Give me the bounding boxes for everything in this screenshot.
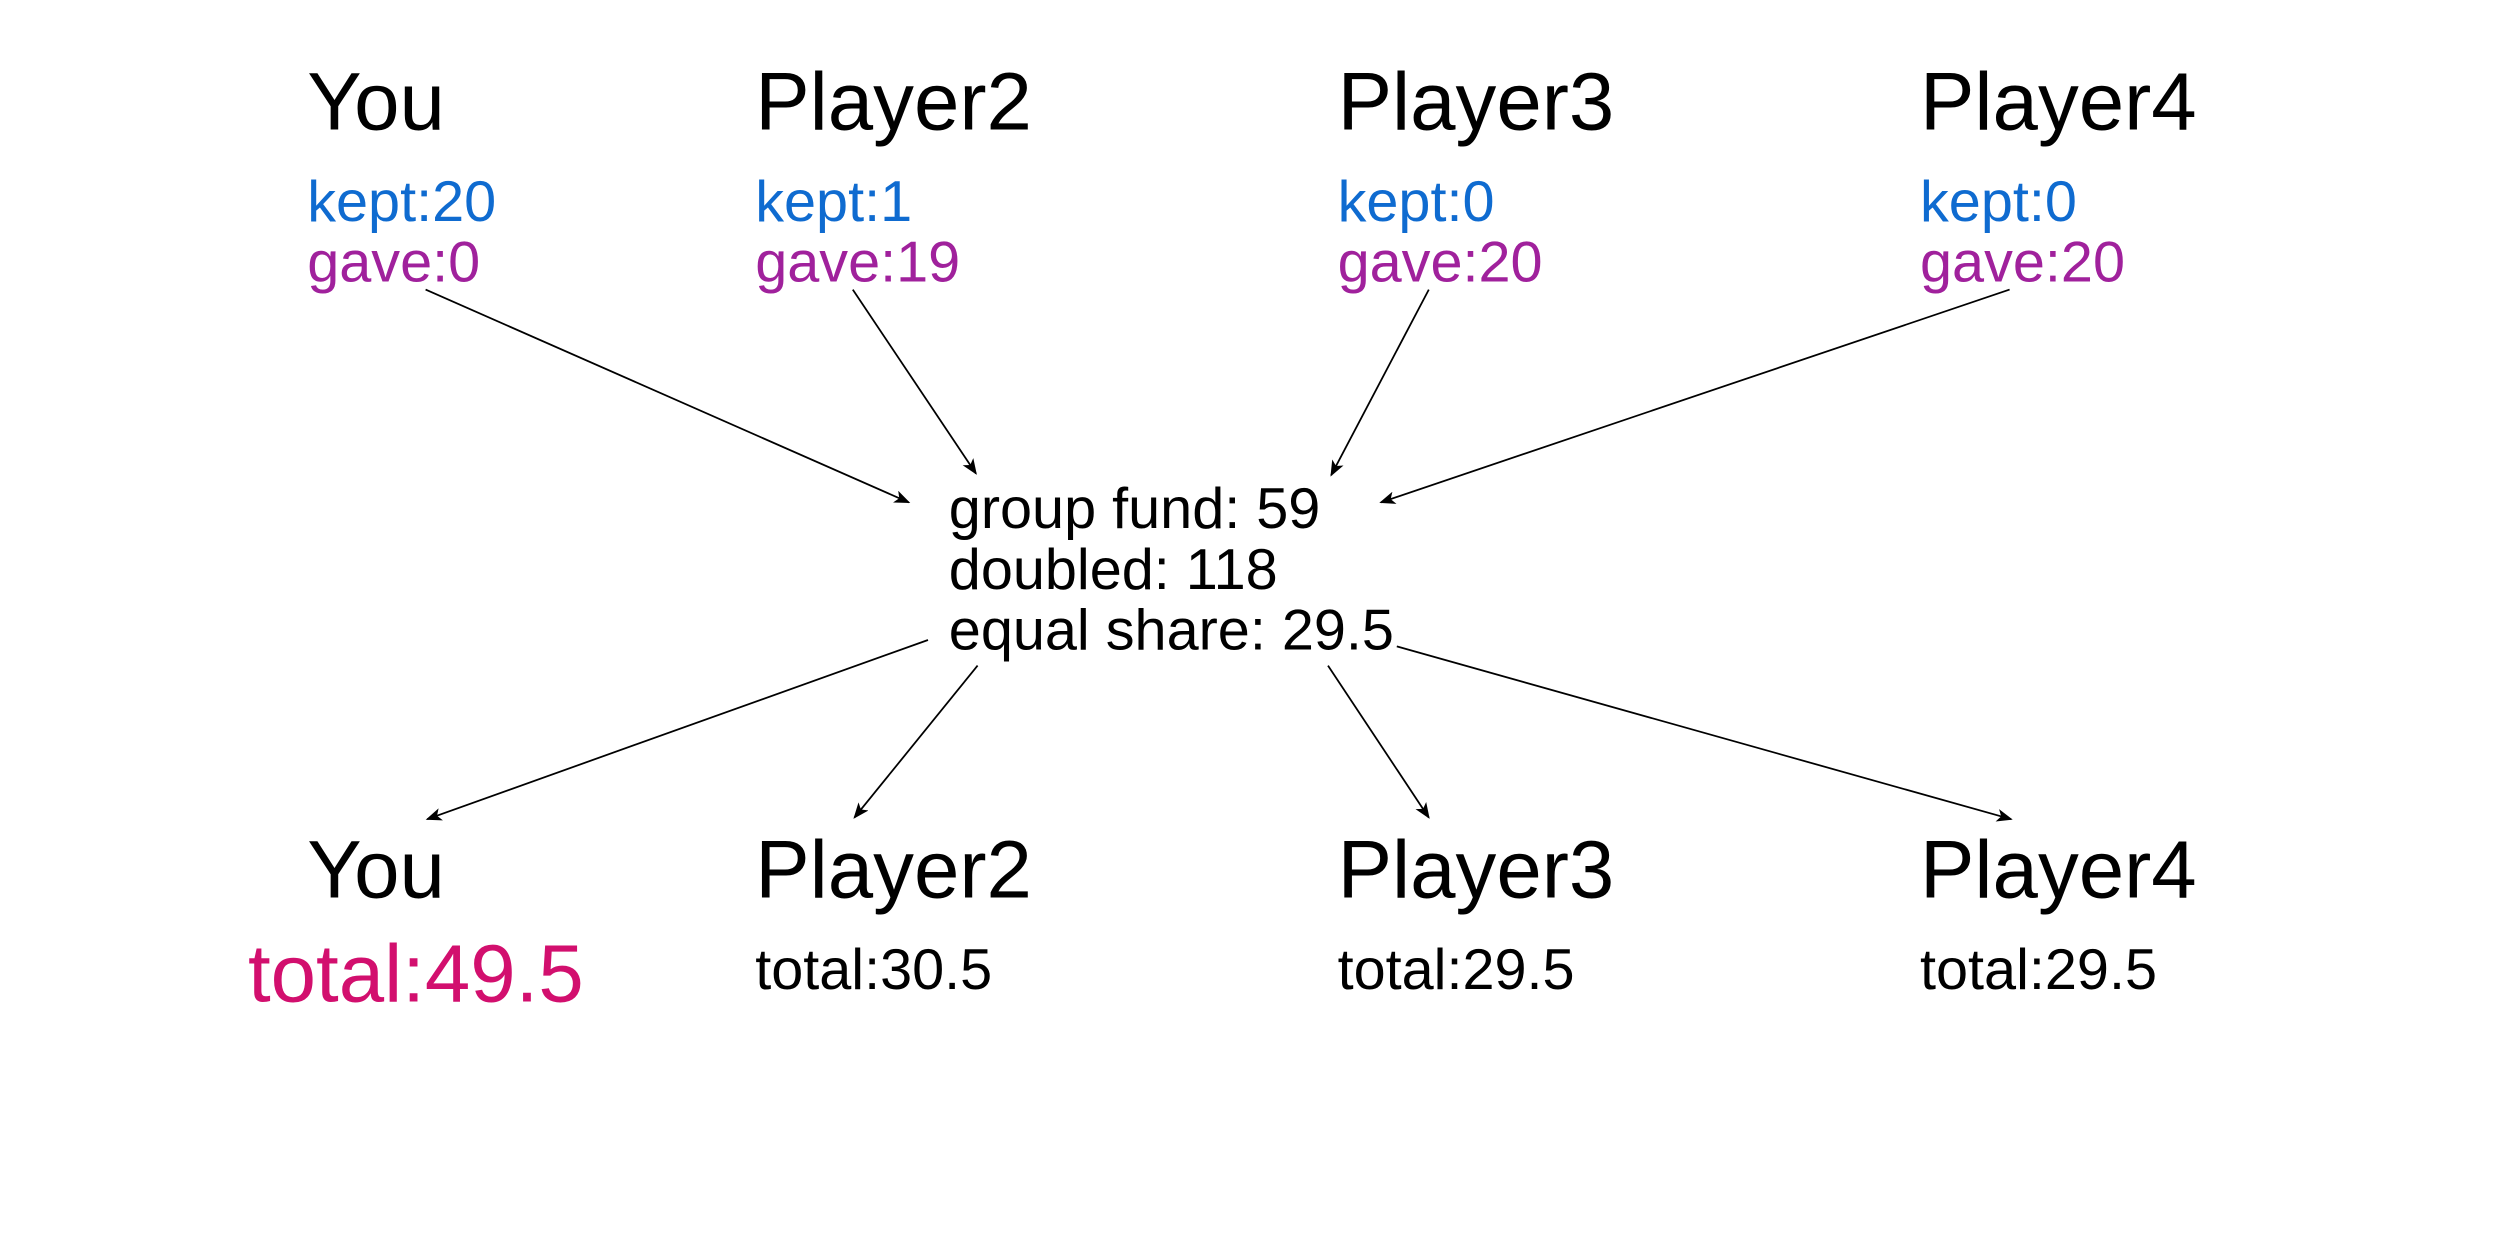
kept-amount-player2: kept:1 bbox=[755, 168, 913, 234]
arrow-player2-to-fund bbox=[852, 289, 977, 475]
kept-amount-player4: kept:0 bbox=[1920, 168, 2077, 234]
payout-total-player3: total:29.5 bbox=[1337, 936, 1575, 1002]
contributor-name-player3: Player3 bbox=[1337, 56, 1615, 148]
group-fund-equal-share: equal share: 29.5 bbox=[948, 596, 1394, 663]
arrow-fund-to-you bbox=[425, 639, 929, 821]
arrow-fund-to-player4 bbox=[1396, 645, 2013, 822]
kept-amount-you: kept:20 bbox=[307, 168, 497, 234]
contributor-name-player4: Player4 bbox=[1920, 56, 2197, 148]
arrow-you-to-fund bbox=[425, 288, 911, 504]
gave-amount-player3: gave:20 bbox=[1337, 228, 1543, 295]
payout-name-player3: Player3 bbox=[1337, 824, 1615, 916]
arrow-player3-to-fund bbox=[1330, 289, 1430, 477]
arrow-fund-to-player3 bbox=[1327, 665, 1430, 819]
contributor-name-player2: Player2 bbox=[755, 56, 1032, 148]
group-fund-doubled: doubled: 118 bbox=[948, 536, 1278, 602]
kept-amount-player3: kept:0 bbox=[1337, 168, 1495, 234]
payout-total-player4: total:29.5 bbox=[1920, 936, 2157, 1002]
arrow-player4-to-fund bbox=[1379, 288, 2010, 504]
gave-amount-player2: gave:19 bbox=[755, 228, 961, 295]
payout-total-you: total:49.5 bbox=[248, 928, 584, 1020]
payout-name-player2: Player2 bbox=[755, 824, 1032, 916]
group-fund-total: group fund: 59 bbox=[948, 475, 1321, 541]
payout-name-you: You bbox=[307, 824, 445, 916]
gave-amount-you: gave:0 bbox=[307, 228, 481, 295]
contributor-name-you: You bbox=[307, 56, 445, 148]
payout-name-player4: Player4 bbox=[1920, 824, 2197, 916]
gave-amount-player4: gave:20 bbox=[1920, 228, 2125, 295]
payout-total-player2: total:30.5 bbox=[755, 936, 993, 1002]
arrow-fund-to-player2 bbox=[853, 665, 979, 819]
